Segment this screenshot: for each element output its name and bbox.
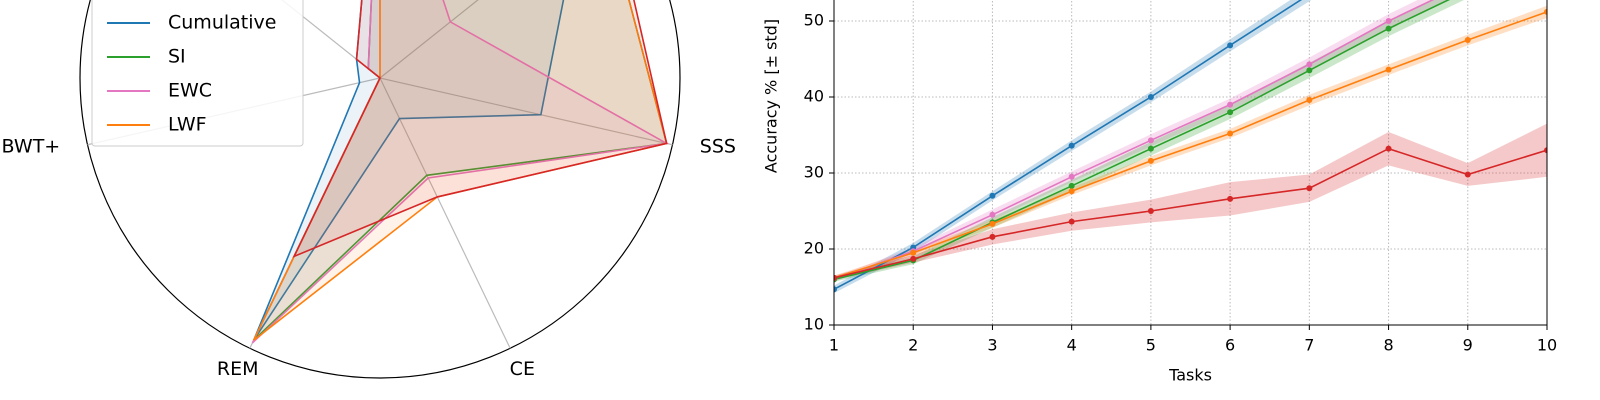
y-axis-label: Accuracy % [± std] <box>762 19 781 173</box>
y-tick-label: 20 <box>804 239 824 258</box>
series-line <box>834 0 1451 281</box>
radar-spoke <box>379 77 673 146</box>
point <box>989 233 996 240</box>
point <box>1147 157 1154 164</box>
radar-axis-label: SSS <box>700 135 736 157</box>
legend-label: LWF <box>168 114 207 136</box>
x-axis-label: Tasks <box>1168 366 1212 385</box>
x-tick-label: 10 <box>1537 336 1557 355</box>
y-tick-label: 40 <box>804 87 824 106</box>
point <box>1147 137 1154 144</box>
x-tick-label: 9 <box>1463 336 1473 355</box>
x-tick-label: 4 <box>1067 336 1077 355</box>
point <box>1306 97 1313 104</box>
point <box>1227 195 1234 202</box>
point <box>989 220 996 227</box>
x-tick-label: 2 <box>908 336 918 355</box>
radar-axis-label: BWT+ <box>2 135 61 157</box>
x-tick-label: 6 <box>1225 336 1235 355</box>
point <box>1227 101 1234 108</box>
plot-area <box>834 0 1547 294</box>
radar-frame <box>79 0 681 379</box>
legend: Cumulative SI EWC LWF <box>91 0 304 147</box>
point <box>834 274 837 281</box>
series-line <box>834 0 1435 281</box>
std-band <box>834 0 1448 282</box>
point <box>1306 67 1313 74</box>
point <box>910 255 917 262</box>
point <box>1464 37 1471 43</box>
x-tick-label: 1 <box>829 336 839 355</box>
series-line <box>834 0 1303 290</box>
x-tick-label: 5 <box>1146 336 1156 355</box>
std-band <box>834 5 1547 281</box>
point <box>1147 94 1154 100</box>
radar-spoke <box>379 77 511 349</box>
legend-label: SI <box>168 46 186 68</box>
radar-area <box>292 0 668 258</box>
std-band <box>834 123 1547 281</box>
x-tick-label: 3 <box>987 336 997 355</box>
point <box>1385 145 1392 152</box>
point <box>1544 8 1547 15</box>
legend-box <box>91 0 304 147</box>
point <box>1227 42 1234 49</box>
point <box>1068 182 1075 189</box>
point <box>1464 171 1471 178</box>
legend-label: Cumulative <box>168 12 276 34</box>
radar-area <box>253 0 565 341</box>
point <box>989 211 996 218</box>
point <box>834 286 837 293</box>
series-line <box>834 147 1547 279</box>
y-tick-label: 10 <box>804 315 824 334</box>
point <box>1227 130 1234 137</box>
point <box>1068 188 1075 195</box>
point <box>1385 18 1392 24</box>
point <box>1385 25 1392 32</box>
radar-axis-label: CE <box>510 358 535 380</box>
y-tick-label: 30 <box>804 163 824 182</box>
point <box>1544 147 1547 154</box>
point <box>1306 185 1313 192</box>
y-tick-label: 50 <box>804 11 824 30</box>
point <box>1068 173 1075 180</box>
x-tick-label: 7 <box>1304 336 1314 355</box>
point <box>1227 109 1234 116</box>
point <box>989 192 996 199</box>
point <box>1147 145 1154 152</box>
radar-spoke <box>379 0 479 79</box>
point <box>1147 208 1154 214</box>
point <box>910 249 917 256</box>
series-line <box>834 11 1547 279</box>
point <box>1068 218 1075 225</box>
point <box>1306 61 1313 68</box>
point <box>1068 142 1075 149</box>
radar-spoke <box>281 0 381 79</box>
x-tick-label: 8 <box>1383 336 1393 355</box>
point <box>1385 66 1392 73</box>
legend-label: EWC <box>168 80 212 102</box>
radar-axis-label: REM <box>217 358 259 380</box>
